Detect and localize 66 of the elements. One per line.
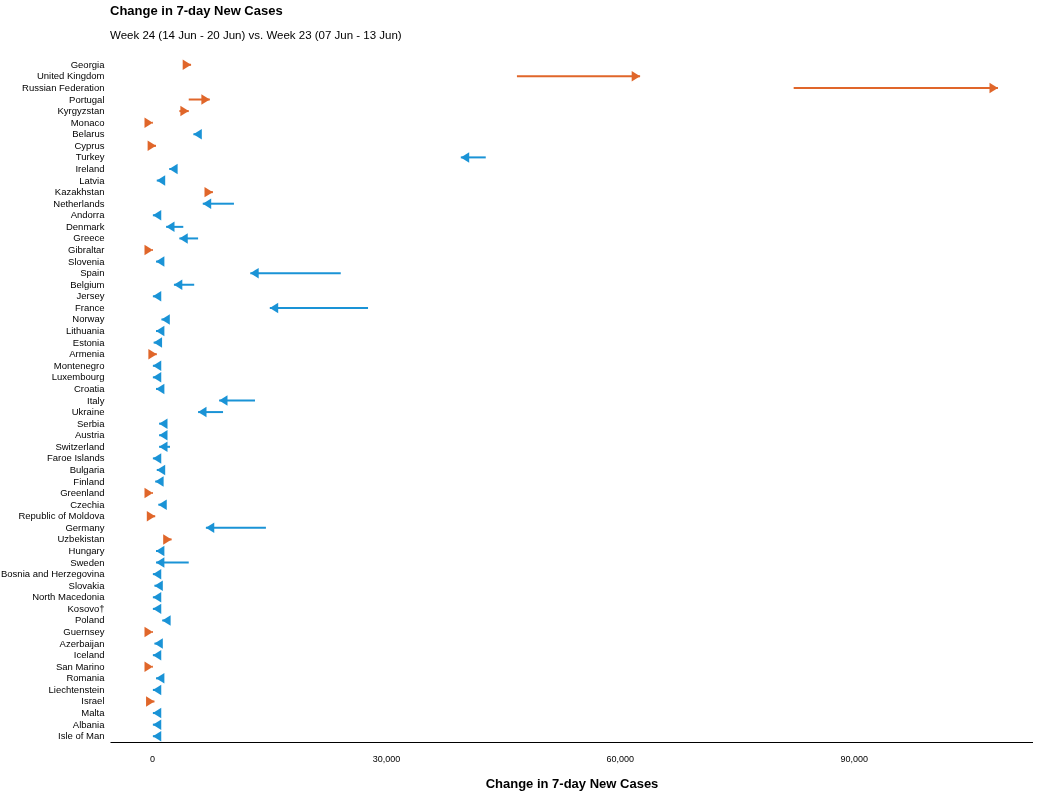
y-tick-label: Greenland xyxy=(60,487,105,499)
y-tick-label: Uzbekistan xyxy=(57,533,105,545)
y-tick-label: Lithuania xyxy=(65,325,106,337)
y-tick-label: Georgia xyxy=(70,58,106,70)
y-tick-label: Estonia xyxy=(72,336,106,348)
y-tick-label: Gibraltar xyxy=(68,244,105,256)
y-tick-label: Bosnia and Herzegovina xyxy=(0,568,106,580)
y-tick-label: Latvia xyxy=(79,174,106,186)
y-tick-label: Ireland xyxy=(75,162,105,174)
y-tick-label: France xyxy=(74,301,105,313)
y-tick-label: Turkey xyxy=(75,151,105,163)
chart-title: Change in 7-day New Cases xyxy=(110,2,283,18)
x-tick-label: 60,000 xyxy=(606,753,635,764)
y-tick-label: Austria xyxy=(74,429,106,441)
y-tick-label: Guernsey xyxy=(63,626,105,638)
y-tick-label: Monaco xyxy=(70,116,105,128)
y-tick-label: Switzerland xyxy=(55,440,105,452)
y-tick-label: Russian Federation xyxy=(22,81,105,93)
y-tick-label: Liechtenstein xyxy=(48,683,105,695)
y-tick-label: Isle of Man xyxy=(58,730,105,742)
y-tick-label: Norway xyxy=(72,313,105,325)
y-tick-label: Luxembourg xyxy=(51,371,105,383)
y-tick-label: Slovenia xyxy=(68,255,106,267)
y-tick-label: San Marino xyxy=(55,660,105,672)
y-tick-label: Slovakia xyxy=(68,579,106,591)
y-tick-label: Kazakhstan xyxy=(54,186,105,198)
y-tick-label: Israel xyxy=(81,695,105,707)
y-tick-label: Republic of Moldova xyxy=(18,510,106,522)
y-tick-label: Andorra xyxy=(70,209,106,221)
y-tick-label: Cyprus xyxy=(74,139,105,151)
y-tick-label: Belgium xyxy=(70,278,105,290)
y-tick-label: Malta xyxy=(81,707,106,719)
y-tick-label: Armenia xyxy=(69,348,106,360)
y-tick-label: Belarus xyxy=(72,128,105,140)
y-tick-label: Kyrgyzstan xyxy=(57,105,105,117)
y-tick-label: Germany xyxy=(65,521,105,533)
y-tick-label: Czechia xyxy=(70,498,106,510)
y-tick-label: Portugal xyxy=(69,93,105,105)
y-tick-label: Albania xyxy=(72,718,106,730)
y-tick-label: Jersey xyxy=(76,290,105,302)
y-tick-label: Montenegro xyxy=(53,359,105,371)
y-tick-label: Bulgaria xyxy=(69,463,106,475)
x-tick-label: 30,000 xyxy=(372,753,401,764)
y-tick-label: Kosovo† xyxy=(67,602,105,614)
x-tick-label: 0 xyxy=(150,753,156,764)
x-axis-title: Change in 7-day New Cases xyxy=(485,775,659,791)
y-tick-label: Spain xyxy=(80,267,105,279)
y-tick-label: Faroe Islands xyxy=(46,452,105,464)
y-tick-label: Italy xyxy=(87,394,105,406)
y-tick-label: Netherlands xyxy=(53,197,105,209)
y-tick-label: Croatia xyxy=(73,382,106,394)
y-tick-label: Greece xyxy=(73,232,105,244)
y-tick-label: Finland xyxy=(73,475,105,487)
y-tick-label: Sweden xyxy=(70,556,105,568)
y-tick-label: Hungary xyxy=(68,544,105,556)
x-tick-label: 90,000 xyxy=(840,753,868,764)
y-tick-label: Denmark xyxy=(65,220,105,232)
y-tick-label: Ukraine xyxy=(71,406,105,418)
y-tick-label: Poland xyxy=(74,614,105,626)
y-tick-label: North Macedonia xyxy=(32,591,106,603)
y-tick-label: Serbia xyxy=(77,417,106,429)
y-tick-label: Romania xyxy=(66,672,106,684)
y-tick-label: Azerbaijan xyxy=(59,637,105,649)
chart-subtitle: Week 24 (14 Jun - 20 Jun) vs. Week 23 (07 Jun - 13 Jun) xyxy=(110,28,402,41)
y-tick-label: Iceland xyxy=(73,649,105,661)
y-tick-label: United Kingdom xyxy=(36,70,105,82)
